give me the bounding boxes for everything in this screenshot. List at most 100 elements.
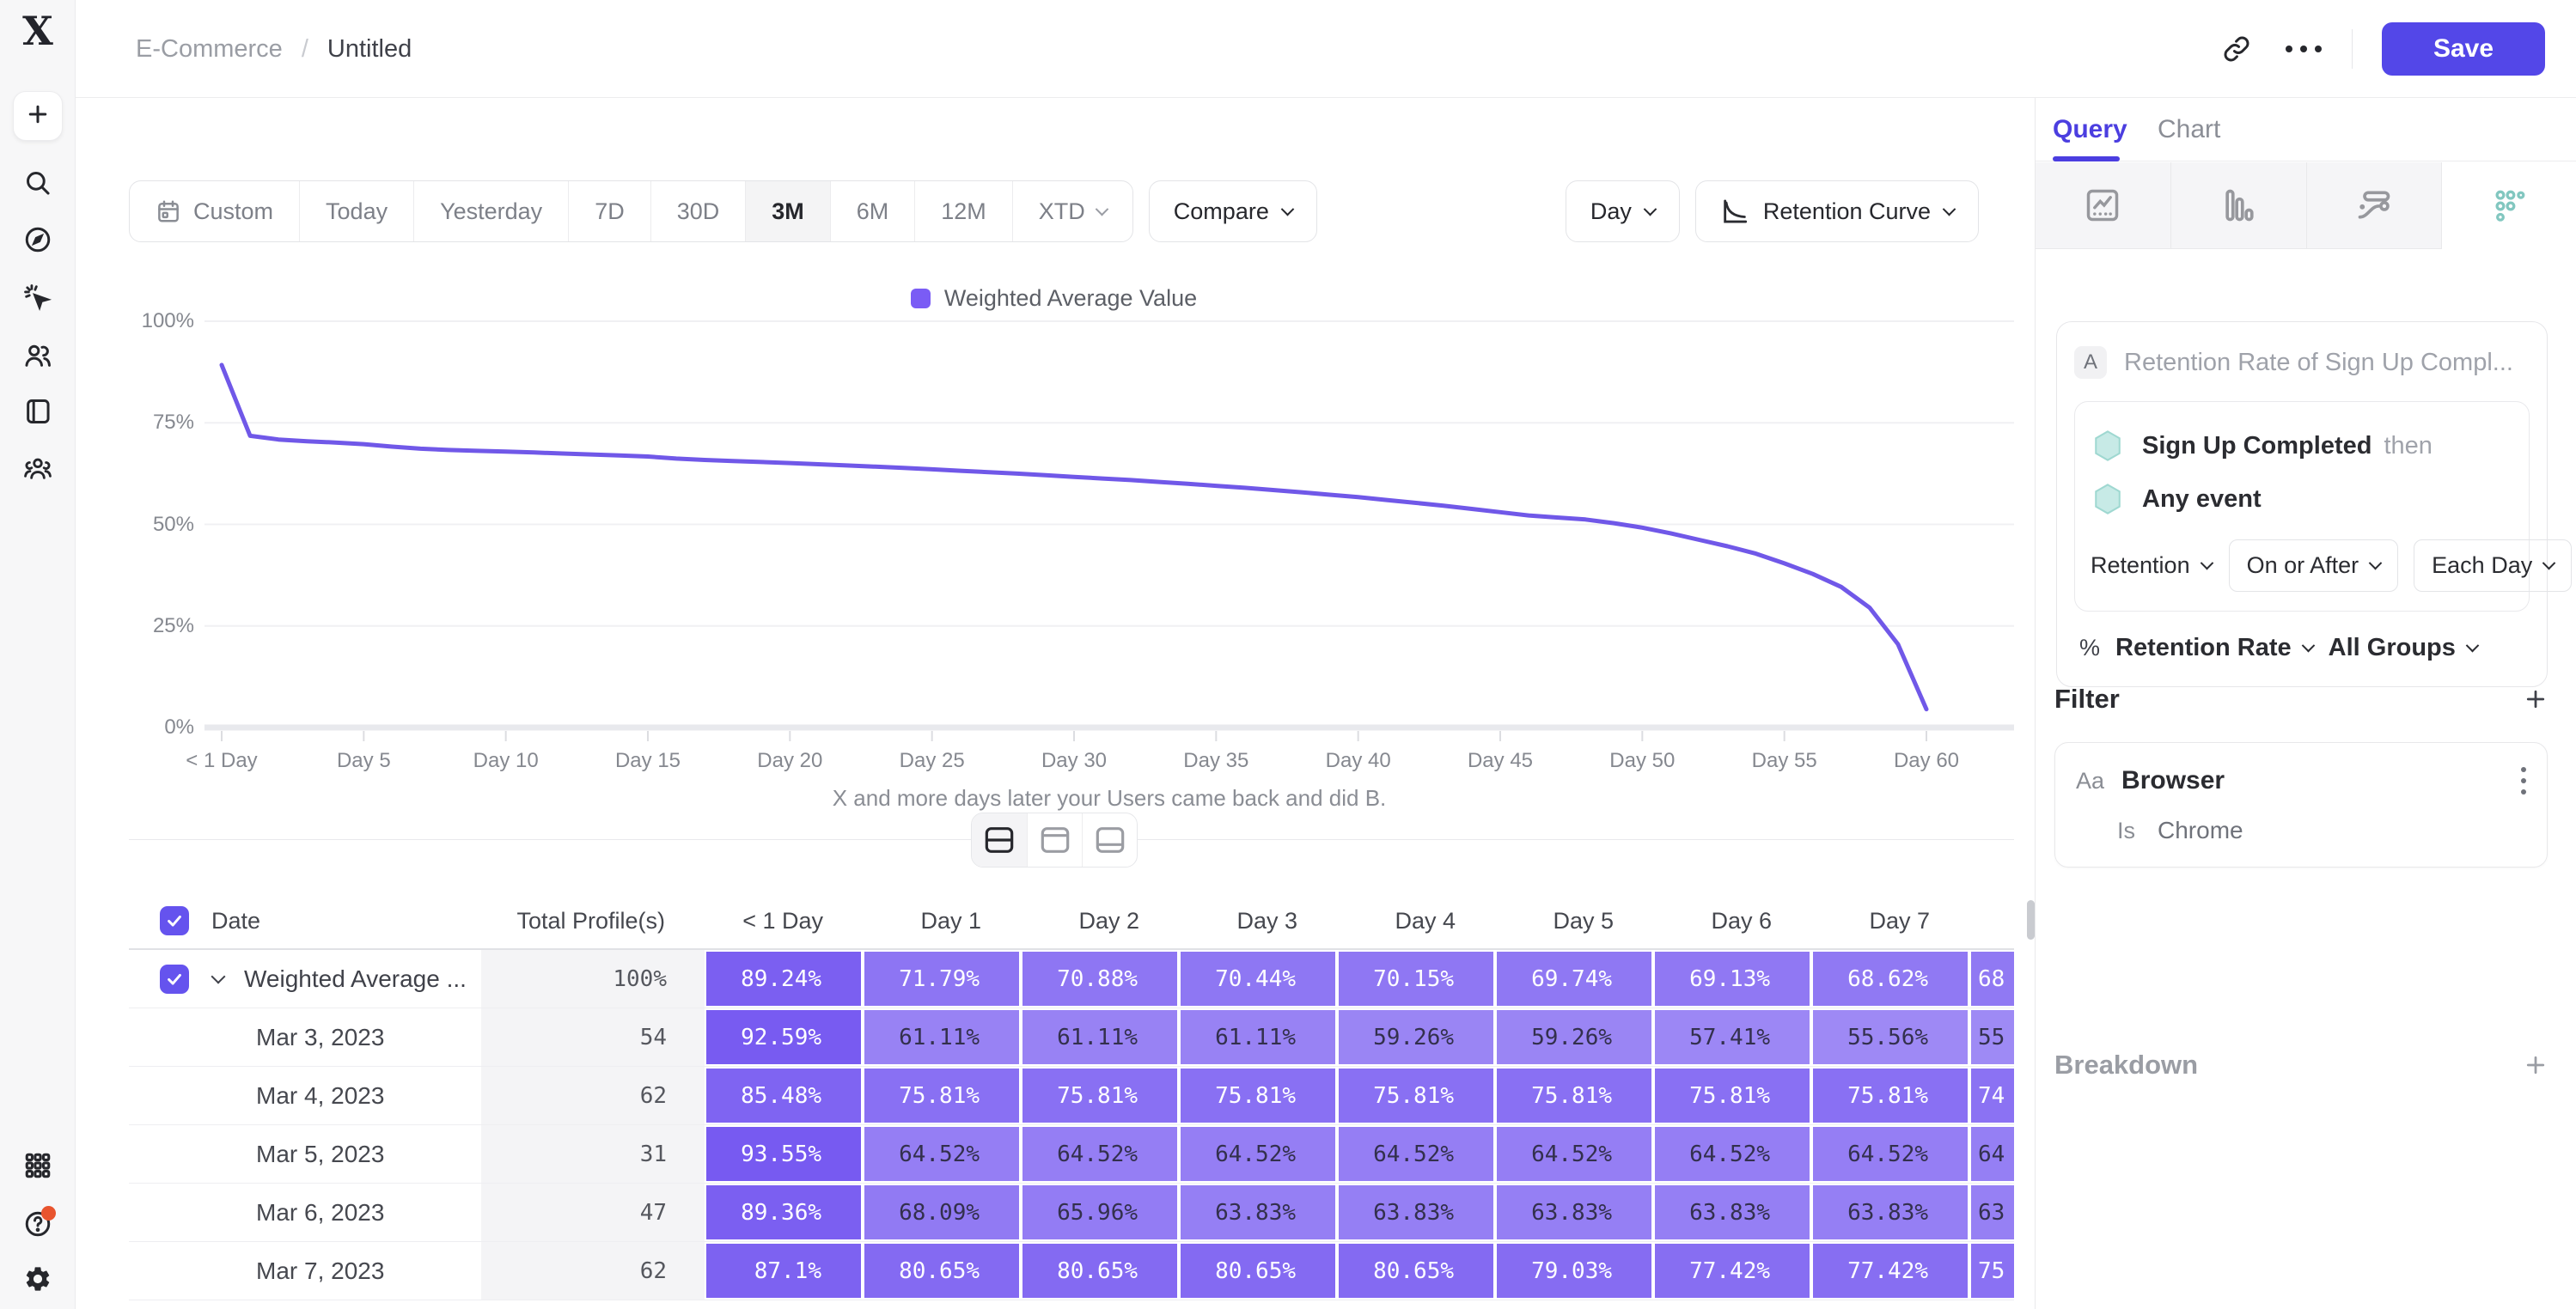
retention-cell[interactable]: 64.52% <box>1021 1125 1179 1183</box>
column-header[interactable]: Day 6 <box>1711 907 1772 934</box>
share-link-icon[interactable] <box>2218 30 2256 68</box>
retention-cell[interactable]: 85.48% <box>705 1067 863 1124</box>
retention-cell-clipped[interactable]: 64 <box>1969 1125 2014 1183</box>
column-header[interactable]: Day 2 <box>1078 907 1139 934</box>
retention-cell[interactable]: 63.83% <box>1337 1184 1495 1241</box>
chevron-down-icon[interactable] <box>211 969 226 983</box>
range-6m[interactable]: 6M <box>829 181 915 241</box>
retention-cell-clipped[interactable]: 68 <box>1969 950 2014 1008</box>
retention-cell[interactable]: 61.11% <box>863 1008 1021 1066</box>
retention-mode-dropdown[interactable]: Retention <box>2089 552 2213 579</box>
tile-flow-chart[interactable] <box>2306 162 2443 249</box>
tab-query[interactable]: Query <box>2053 115 2127 143</box>
retention-cell[interactable]: 57.41% <box>1653 1008 1811 1066</box>
retention-cell[interactable]: 64.52% <box>1179 1125 1337 1183</box>
table-bottom-view-button[interactable] <box>1082 813 1137 867</box>
filter-card[interactable]: Aa Browser Is Chrome <box>2054 742 2548 868</box>
tile-bar-chart[interactable] <box>2170 162 2307 249</box>
retention-cell[interactable]: 68.62% <box>1811 950 1969 1008</box>
range-7d[interactable]: 7D <box>568 181 650 241</box>
column-header[interactable]: Day 7 <box>1869 907 1930 934</box>
tile-retention-grid[interactable] <box>2442 162 2576 249</box>
range-custom[interactable]: Custom <box>130 181 299 241</box>
retention-cell[interactable]: 71.79% <box>863 950 1021 1008</box>
retention-cell[interactable]: 64.52% <box>1653 1125 1811 1183</box>
column-header[interactable]: Day 4 <box>1395 907 1456 934</box>
column-header[interactable]: Total Profile(s) <box>516 907 665 934</box>
search-icon[interactable] <box>23 168 52 198</box>
compass-icon[interactable] <box>23 225 52 254</box>
range-today[interactable]: Today <box>299 181 413 241</box>
add-breakdown-icon[interactable] <box>2523 1052 2549 1078</box>
retention-cell[interactable]: 59.26% <box>1337 1008 1495 1066</box>
retention-cell[interactable]: 63.83% <box>1495 1184 1653 1241</box>
new-item-button[interactable] <box>13 91 63 141</box>
range-30d[interactable]: 30D <box>650 181 746 241</box>
retention-cell[interactable]: 75.81% <box>1021 1067 1179 1124</box>
range-xtd[interactable]: XTD <box>1011 181 1132 241</box>
app-logo-icon[interactable]: X <box>22 8 53 54</box>
column-header[interactable]: < 1 Day <box>742 907 823 934</box>
breadcrumb-report-name[interactable]: Untitled <box>327 34 412 63</box>
retention-cell[interactable]: 77.42% <box>1653 1242 1811 1300</box>
retention-cell[interactable]: 75.81% <box>1495 1067 1653 1124</box>
users-icon[interactable] <box>23 341 52 370</box>
chart-legend[interactable]: Weighted Average Value <box>129 285 1979 312</box>
retention-cell[interactable]: 89.36% <box>705 1184 863 1241</box>
breadcrumb-workspace[interactable]: E-Commerce <box>136 34 283 63</box>
retention-cell[interactable]: 63.83% <box>1653 1184 1811 1241</box>
step-title-input[interactable]: Retention Rate of Sign Up Compl... <box>2124 348 2513 376</box>
retention-line-chart[interactable] <box>204 309 2014 747</box>
retention-cell[interactable]: 87.1% <box>705 1242 863 1300</box>
retention-cell[interactable]: 80.65% <box>1337 1242 1495 1300</box>
apps-grid-icon[interactable] <box>23 1151 52 1180</box>
notebook-icon[interactable] <box>23 397 52 426</box>
select-all-checkbox[interactable] <box>160 906 189 935</box>
metric-dropdown[interactable]: Retention Rate <box>2115 634 2315 662</box>
retention-cell[interactable]: 64.52% <box>1811 1125 1969 1183</box>
save-button[interactable]: Save <box>2382 22 2545 76</box>
cursor-click-icon[interactable] <box>23 283 52 313</box>
compare-dropdown[interactable]: Compare <box>1148 180 1317 242</box>
settings-gear-icon[interactable] <box>23 1264 52 1294</box>
event-a-row[interactable]: Sign Up Completed then <box>2089 419 2515 472</box>
retention-cell[interactable]: 77.42% <box>1811 1242 1969 1300</box>
row-checkbox[interactable] <box>160 964 189 994</box>
retention-cell[interactable]: 75.81% <box>863 1067 1021 1124</box>
retention-cell[interactable]: 89.24% <box>705 950 863 1008</box>
range-yesterday[interactable]: Yesterday <box>413 181 568 241</box>
retention-cell[interactable]: 59.26% <box>1495 1008 1653 1066</box>
event-b-row[interactable]: Any event <box>2089 472 2515 526</box>
retention-cell[interactable]: 80.65% <box>1179 1242 1337 1300</box>
retention-cell-clipped[interactable]: 63 <box>1969 1184 2014 1241</box>
retention-cell[interactable]: 75.81% <box>1337 1067 1495 1124</box>
retention-cell[interactable]: 70.44% <box>1179 950 1337 1008</box>
retention-cell-clipped[interactable]: 75 <box>1969 1242 2014 1300</box>
retention-cell[interactable]: 65.96% <box>1021 1184 1179 1241</box>
retention-cell[interactable]: 80.65% <box>1021 1242 1179 1300</box>
groups-dropdown[interactable]: All Groups <box>2329 634 2480 662</box>
filter-value[interactable]: Chrome <box>2158 817 2243 843</box>
more-menu-icon[interactable] <box>2285 30 2323 68</box>
retention-cell[interactable]: 75.81% <box>1653 1067 1811 1124</box>
add-filter-icon[interactable] <box>2523 686 2549 712</box>
table-scrollbar[interactable] <box>2027 900 2035 940</box>
retention-cell[interactable]: 63.83% <box>1811 1184 1969 1241</box>
column-header[interactable]: Day 5 <box>1553 907 1614 934</box>
split-view-button[interactable] <box>972 813 1027 867</box>
people-group-icon[interactable] <box>23 454 52 483</box>
column-header[interactable] <box>1969 893 2014 948</box>
retention-cell[interactable]: 69.13% <box>1653 950 1811 1008</box>
column-header[interactable]: Day 3 <box>1236 907 1297 934</box>
range-3m[interactable]: 3M <box>745 181 830 241</box>
interval-dropdown[interactable]: Each Day <box>2414 539 2573 592</box>
tab-chart[interactable]: Chart <box>2158 115 2221 143</box>
retention-cell[interactable]: 93.55% <box>705 1125 863 1183</box>
window-dropdown[interactable]: On or After <box>2228 539 2399 592</box>
retention-cell[interactable]: 69.74% <box>1495 950 1653 1008</box>
retention-cell[interactable]: 80.65% <box>863 1242 1021 1300</box>
retention-cell[interactable]: 61.11% <box>1179 1008 1337 1066</box>
retention-cell[interactable]: 70.15% <box>1337 950 1495 1008</box>
range-12m[interactable]: 12M <box>914 181 1012 241</box>
tile-line-chart[interactable] <box>2036 162 2171 249</box>
